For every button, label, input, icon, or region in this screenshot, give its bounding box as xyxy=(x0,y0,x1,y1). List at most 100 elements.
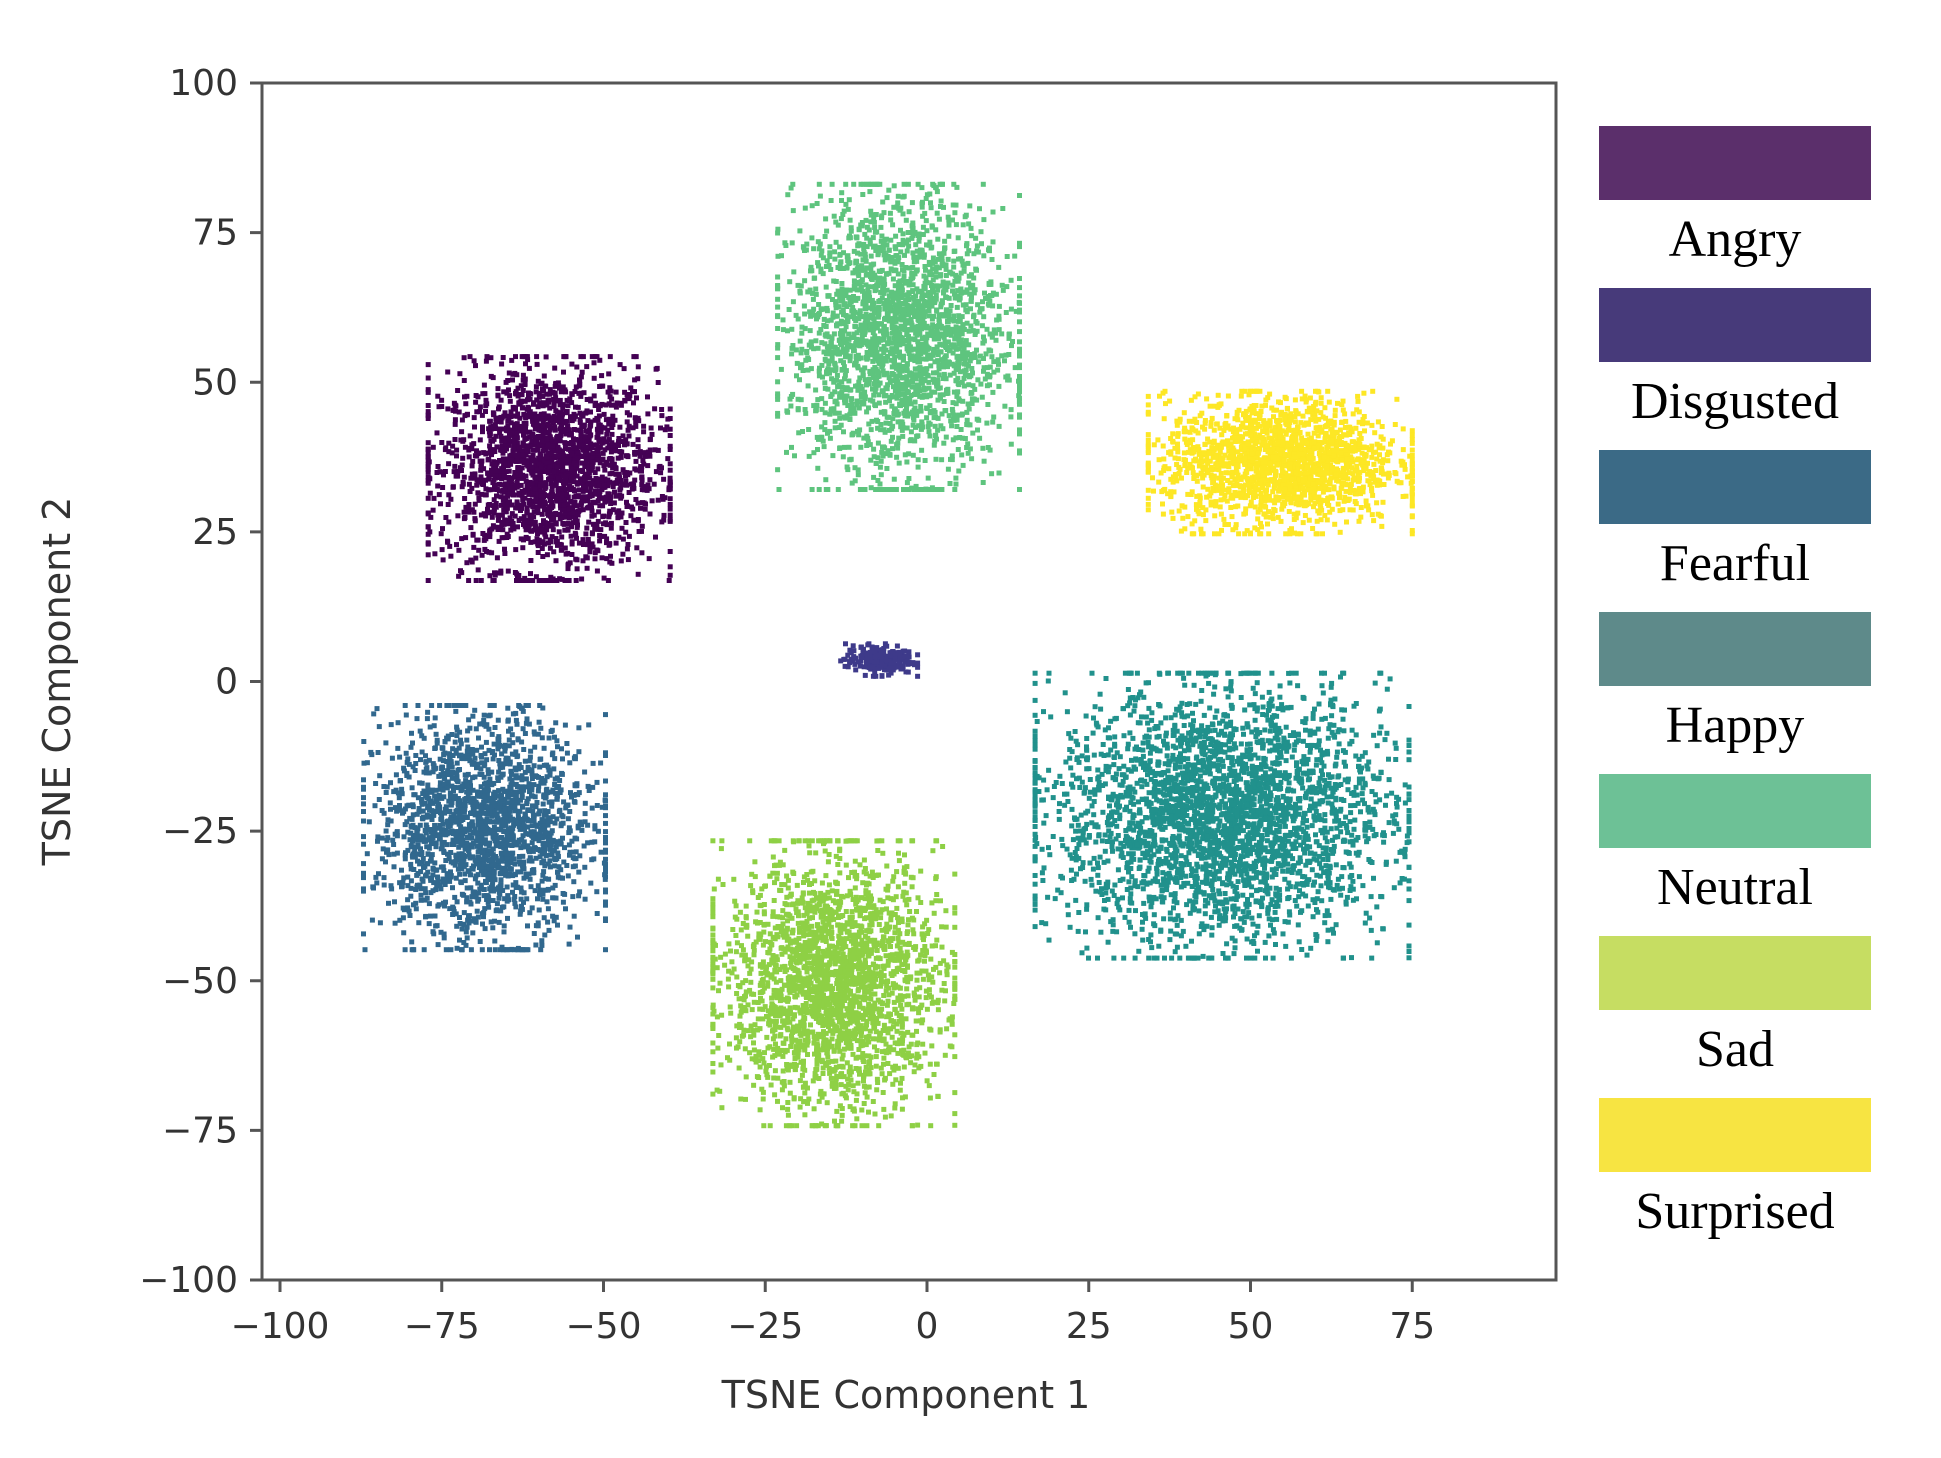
scatter-point xyxy=(449,800,455,806)
scatter-point xyxy=(401,875,407,881)
scatter-point xyxy=(550,750,556,756)
scatter-point xyxy=(1112,734,1118,740)
scatter-point xyxy=(512,861,518,867)
scatter-point xyxy=(425,362,431,368)
scatter-point xyxy=(410,947,416,953)
scatter-point xyxy=(588,409,593,415)
scatter-point xyxy=(557,511,563,517)
scatter-point xyxy=(379,835,385,841)
scatter-point xyxy=(425,463,431,469)
scatter-point xyxy=(492,422,498,428)
scatter-point xyxy=(540,705,546,711)
scatter-point xyxy=(1164,753,1170,759)
scatter-point xyxy=(443,899,448,905)
scatter-point xyxy=(626,433,632,439)
scatter-point xyxy=(659,519,665,525)
scatter-point xyxy=(399,786,405,792)
scatter-point xyxy=(630,441,636,447)
scatter-point xyxy=(555,744,560,750)
scatter-point xyxy=(461,921,467,927)
scatter-point xyxy=(577,476,583,482)
scatter-point xyxy=(491,703,497,708)
scatter-point xyxy=(574,481,580,487)
scatter-point xyxy=(452,417,458,423)
scatter-point xyxy=(501,472,507,478)
scatter-point xyxy=(506,491,512,497)
scatter-point xyxy=(655,380,661,385)
scatter-point xyxy=(574,524,580,530)
scatter-point xyxy=(527,783,532,789)
scatter-point xyxy=(501,413,507,419)
scatter-point xyxy=(425,447,431,453)
scatter-point xyxy=(466,786,471,792)
scatter-point xyxy=(551,469,557,475)
scatter-point xyxy=(610,413,616,419)
scatter-point xyxy=(594,889,600,895)
scatter-point xyxy=(667,406,673,412)
scatter-point xyxy=(486,747,492,753)
scatter-point xyxy=(589,805,595,811)
scatter-point xyxy=(562,891,568,897)
scatter-point xyxy=(872,665,878,671)
scatter-point xyxy=(459,468,464,473)
scatter-point xyxy=(606,371,612,377)
scatter-point xyxy=(502,742,508,748)
scatter-point xyxy=(446,519,452,525)
scatter-point xyxy=(536,427,542,433)
scatter-point xyxy=(537,764,543,770)
scatter-point xyxy=(576,444,582,450)
scatter-point xyxy=(553,539,559,545)
scatter-point xyxy=(581,424,587,430)
scatter-point xyxy=(465,411,470,417)
scatter-point xyxy=(888,670,894,676)
scatter-point xyxy=(481,382,487,388)
scatter-point xyxy=(655,447,661,453)
scatter-point xyxy=(495,415,500,421)
scatter-point xyxy=(474,482,480,488)
scatter-point xyxy=(582,864,588,870)
scatter-point xyxy=(529,464,535,470)
scatter-point xyxy=(395,790,401,796)
scatter-point xyxy=(545,861,551,867)
scatter-point xyxy=(361,870,366,876)
scatter-point xyxy=(552,415,558,421)
scatter-point xyxy=(573,556,579,562)
scatter-point xyxy=(565,473,571,479)
scatter-point xyxy=(1196,908,1202,914)
scatter-point xyxy=(607,471,613,477)
scatter-point xyxy=(667,549,673,554)
scatter-point xyxy=(667,433,673,438)
scatter-point xyxy=(574,836,580,842)
scatter-point xyxy=(565,520,571,526)
scatter-point xyxy=(391,864,397,870)
scatter-point xyxy=(598,527,604,533)
scatter-point xyxy=(537,500,543,506)
scatter-point xyxy=(525,923,530,929)
scatter-point xyxy=(473,919,479,925)
scatter-point xyxy=(417,822,423,828)
scatter-point xyxy=(549,499,555,505)
scatter-point xyxy=(548,842,554,847)
scatter-point xyxy=(1310,914,1316,920)
scatter-point xyxy=(542,830,548,836)
scatter-point xyxy=(566,398,572,404)
scatter-point xyxy=(478,467,484,473)
scatter-points xyxy=(361,181,1415,1129)
scatter-point xyxy=(879,662,885,668)
scatter-point xyxy=(459,484,465,490)
scatter-point xyxy=(498,877,504,883)
scatter-point xyxy=(502,896,508,902)
scatter-point xyxy=(501,435,507,441)
scatter-point xyxy=(487,703,493,708)
scatter-point xyxy=(1163,715,1169,721)
scatter-point xyxy=(479,753,484,759)
scatter-point xyxy=(456,745,462,751)
scatter-point xyxy=(446,461,452,467)
scatter-point xyxy=(858,644,864,650)
scatter-point xyxy=(532,888,538,894)
scatter-point xyxy=(555,380,561,386)
scatter-point xyxy=(524,947,529,953)
scatter-point xyxy=(639,550,645,556)
scatter-point xyxy=(491,780,497,786)
scatter-point xyxy=(472,774,478,780)
